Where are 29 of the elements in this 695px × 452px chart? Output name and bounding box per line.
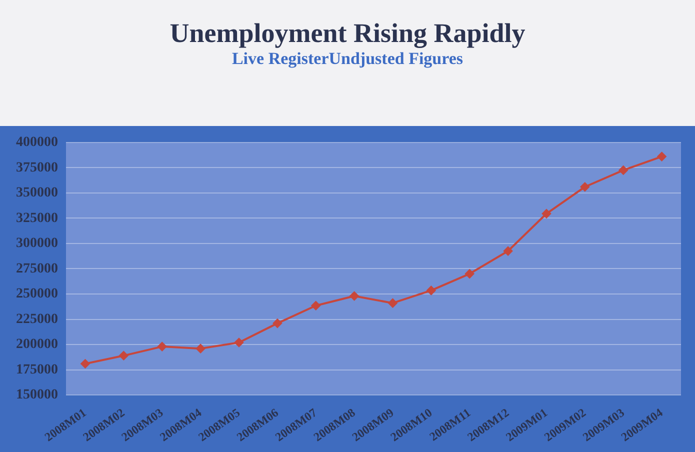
point <box>350 292 359 301</box>
y-tick-label: 375000 <box>16 160 58 176</box>
y-tick-label: 225000 <box>16 312 58 327</box>
point <box>426 286 436 295</box>
point <box>388 298 398 308</box>
point <box>542 209 551 218</box>
chart-subtitle: Live RegisterUndjusted Figures <box>230 49 464 69</box>
point <box>504 246 513 256</box>
point <box>580 182 590 192</box>
chart-title: Unemployment Rising Rapidly <box>168 17 526 49</box>
point <box>80 359 90 368</box>
y-tick-label: 400000 <box>16 135 58 150</box>
point <box>119 351 128 360</box>
y-tick-label: 300000 <box>16 236 58 252</box>
y-tick-label: 325000 <box>16 210 58 226</box>
y-tick-label: 275000 <box>16 261 58 276</box>
point <box>657 152 666 162</box>
y-tick-label: 150000 <box>16 388 58 403</box>
point <box>618 166 628 175</box>
y-tick-label: 175000 <box>16 362 58 378</box>
y-tick-label: 250000 <box>16 286 58 302</box>
point <box>465 269 474 278</box>
y-tick-label: 350000 <box>16 186 58 201</box>
point <box>272 318 282 328</box>
point <box>158 342 167 352</box>
y-tick-label: 200000 <box>16 337 58 352</box>
point <box>234 338 244 348</box>
point <box>196 344 206 354</box>
point <box>311 301 320 310</box>
